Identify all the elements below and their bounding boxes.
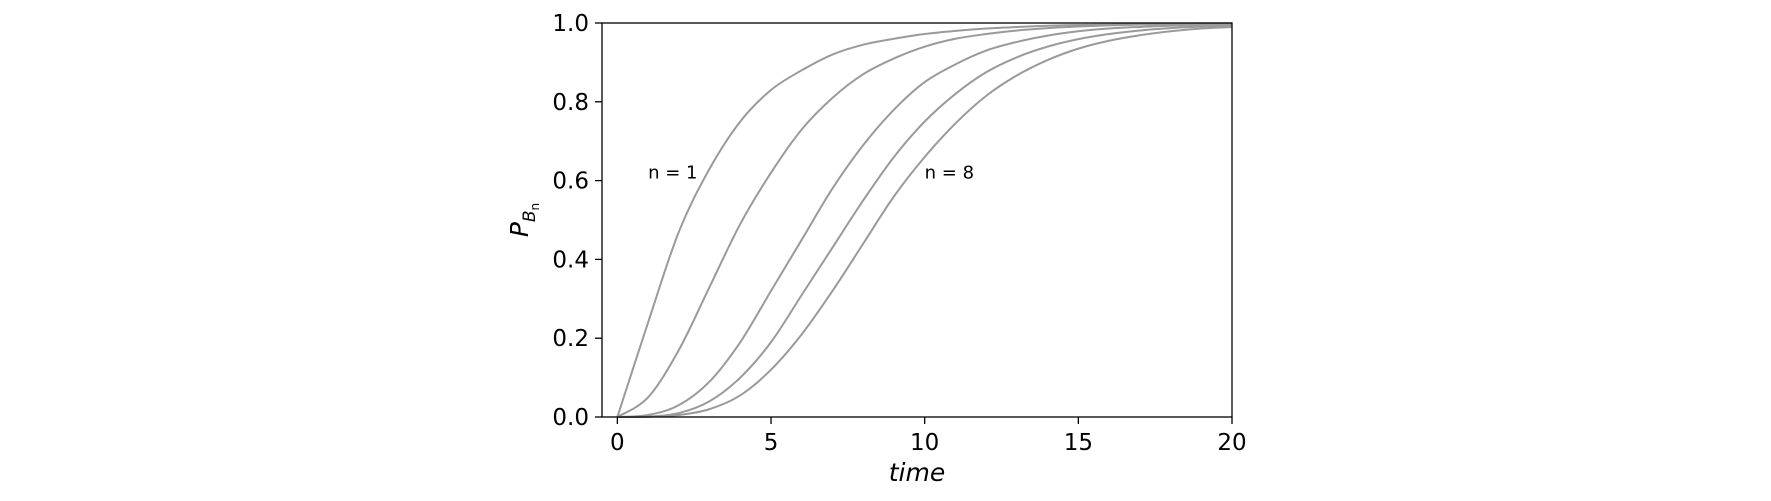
annotation-label: n = 1 [648,163,697,184]
plot-area-frame [601,22,1233,418]
x-tick-label: 15 [1064,430,1093,456]
y-axis-title: PBn [505,203,542,237]
y-axis-title-subsub: n [528,203,542,211]
y-tick-label: 0.4 [552,247,589,273]
x-tick-label: 0 [610,430,625,456]
y-axis-ticks: 0.0 0.2 0.4 0.6 0.8 1.0 [552,11,602,431]
y-axis-title-sub: B [520,210,540,222]
x-tick-label: 5 [764,430,779,456]
y-tick-label: 0.2 [552,326,589,352]
annotation-label: n = 8 [925,163,974,184]
series-line-3 [617,23,1233,418]
y-tick-label: 0.6 [552,169,589,195]
x-axis-ticks: 0 5 10 15 20 [610,417,1247,456]
x-tick-label: 20 [1217,430,1246,456]
y-tick-label: 0.0 [552,405,589,431]
x-tick-label: 10 [910,430,939,456]
annotation-layer: n = 1 n = 8 [648,163,974,184]
y-tick-label: 0.8 [552,90,589,116]
series-line-2 [616,22,1233,418]
x-axis-title: time [889,458,945,487]
y-axis-title-base: P [505,221,534,237]
y-tick-label: 1.0 [552,11,589,37]
series-line-4 [617,24,1233,419]
series-line-5 [617,25,1233,419]
series-layer [616,22,1233,419]
